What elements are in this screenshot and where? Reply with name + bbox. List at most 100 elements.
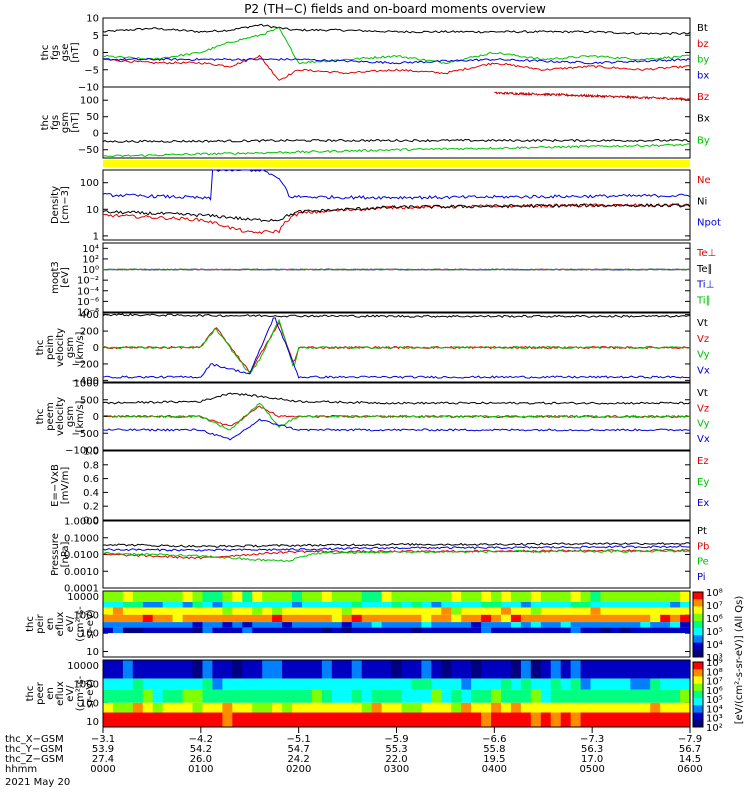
spectrogram-cell (630, 602, 641, 608)
y-label-line: [nT] (70, 112, 81, 132)
y-tick-label: 500 (80, 395, 99, 406)
series-Pi (102, 545, 691, 552)
spectrogram-cell (381, 591, 393, 602)
spectrogram-cell (381, 660, 393, 679)
series-group-8 (102, 542, 691, 562)
spectrogram-cell (441, 602, 452, 608)
spectrogram-cell (510, 702, 522, 713)
spectrogram-cell (670, 712, 681, 727)
spectrogram-cell (311, 627, 323, 634)
spectrogram-cell (421, 702, 432, 713)
y-axis-label: Pressure [nPa] (50, 533, 71, 576)
legend-Ez: Ez (697, 456, 709, 467)
spectrogram-cell (540, 678, 552, 690)
spectrogram-cell (282, 712, 293, 727)
spectrogram-cell (630, 627, 641, 634)
spectrogram-cell (620, 712, 631, 727)
x-row-label: thc_Z−GSM (5, 754, 64, 765)
series-Vt (102, 313, 691, 318)
spectrogram-cell (152, 712, 164, 727)
y-label-line: moqt3 (50, 261, 61, 294)
spectrogram-cell (311, 607, 323, 615)
spectrogram-cell (431, 622, 442, 628)
spectrogram-cell (162, 689, 174, 703)
spectrogram-cell (391, 607, 402, 615)
spectrogram-cell (510, 712, 522, 727)
spectrogram-cell (481, 602, 492, 608)
spectrogram-cell (491, 591, 502, 602)
spectrogram-cell (510, 614, 522, 623)
y-label-line: (cm²-s- (75, 606, 86, 642)
spectrogram-cell (282, 702, 293, 713)
legend-By: By (697, 135, 710, 146)
y-tick-label: 10000 (67, 661, 99, 672)
spectrogram-cell (142, 602, 154, 608)
spectrogram-cell (122, 607, 134, 615)
legend-Vt: Vt (697, 318, 708, 329)
y-label-line: Density (50, 186, 61, 224)
spectrogram-cell (282, 678, 293, 690)
spectrogram-cell (262, 689, 273, 703)
spectrogram-cell (431, 702, 442, 713)
spectrogram-cell (590, 678, 601, 690)
spectrogram-cell (461, 660, 472, 679)
colorbar-segment (693, 599, 703, 607)
spectrogram-cell (103, 622, 114, 628)
spectrogram-frame (102, 590, 691, 658)
spectrogram-cell (451, 660, 462, 679)
x-tick-label: 54.7 (288, 744, 310, 755)
spectrogram-cell (192, 591, 203, 602)
y-label-line: gse (60, 44, 71, 62)
spectrogram-cell (351, 602, 363, 608)
spectrogram-cell (112, 591, 124, 602)
colorbar-frame (692, 661, 704, 728)
spectrogram-cell (391, 660, 402, 679)
spectrogram-cell (540, 591, 552, 602)
spectrogram-cell (560, 602, 572, 608)
spectrogram-cell (232, 689, 243, 703)
spectrogram-cell (491, 678, 502, 690)
spectrogram-cell (441, 591, 452, 602)
spectrogram-cell (371, 591, 383, 602)
spectrogram-cell (302, 591, 313, 602)
spectrogram-cell (550, 660, 562, 679)
spectrogram-cell (570, 614, 582, 623)
colorbar-segment (693, 613, 703, 622)
x-tick-label: 0400 (482, 764, 507, 775)
spectrogram-cell (680, 678, 691, 690)
panel-5: thc peim velocity gsm [km/s] 400 200 0 −200 −400 V… (35, 310, 710, 387)
y-tick-label: 1000 (74, 680, 99, 691)
spectrogram-cell (431, 678, 442, 690)
spectrogram-cell (610, 689, 621, 703)
spectrogram-cell (311, 614, 323, 623)
spectrogram-cell (351, 702, 363, 713)
spectrogram-cell (112, 622, 124, 628)
spectrogram-cell (311, 678, 323, 690)
spectrogram-cell (590, 660, 601, 679)
y-label-line: sr-eV) (85, 679, 96, 708)
legend-Pi: Pi (697, 572, 706, 583)
spectrogram-cell (441, 678, 452, 690)
spectrogram-2 (102, 659, 691, 728)
spectrogram-cell (331, 622, 343, 628)
spectrogram-cell (491, 607, 502, 615)
spectrogram-cell (421, 712, 432, 727)
spectrogram-cell (272, 614, 283, 623)
spectrogram-cell (321, 602, 333, 608)
spectrogram-cell (620, 591, 631, 602)
y-tick-label: 100 (80, 96, 99, 107)
spectrogram-cell (132, 591, 144, 602)
panel-frame (102, 86, 691, 159)
spectrogram-cell (152, 591, 164, 602)
spectrogram-cell (262, 591, 273, 602)
y-tick-label: 100 (80, 698, 99, 709)
spectrogram-cell (122, 712, 134, 727)
x-tick-label: 0000 (90, 764, 115, 775)
spectrogram-cell (491, 702, 502, 713)
y-tick-label: 10 (86, 14, 99, 25)
spectrogram-cell (620, 627, 631, 634)
spectrogram-cell (361, 591, 373, 602)
spectrogram-cell (540, 614, 552, 623)
spectrogram-cell (451, 702, 462, 713)
spectrogram-cell (202, 607, 213, 615)
